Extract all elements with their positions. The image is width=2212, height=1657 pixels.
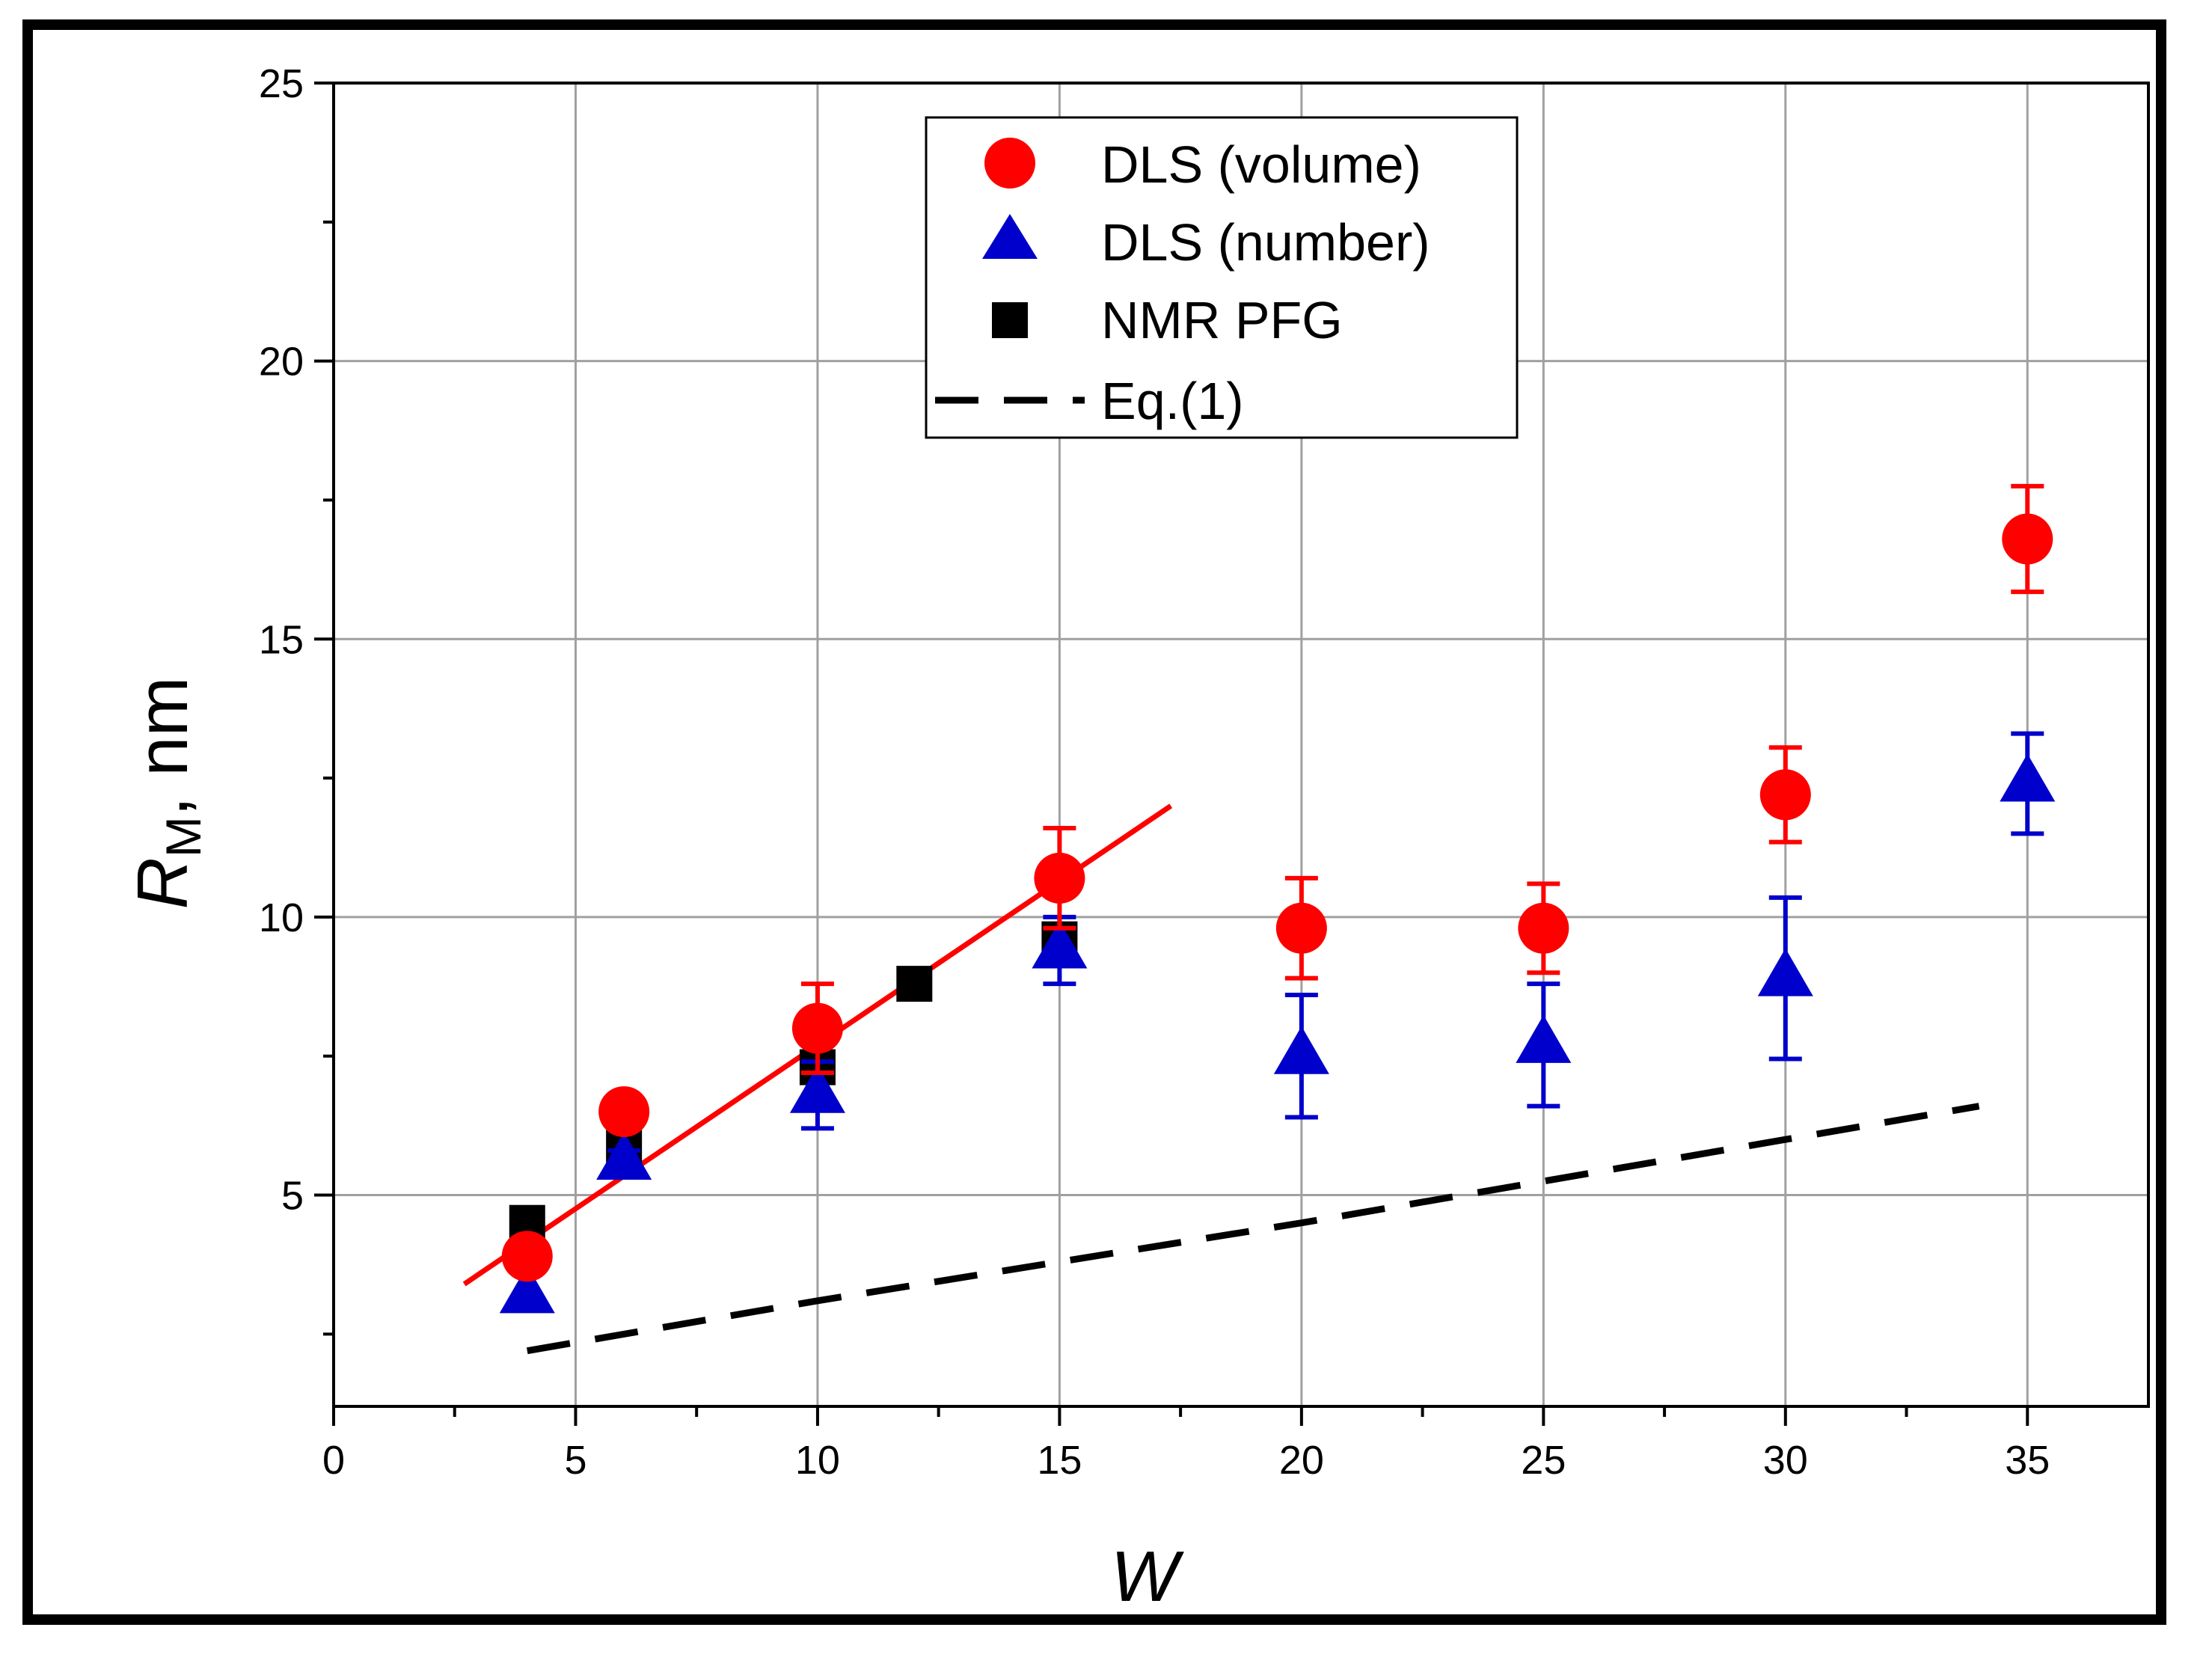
figure-frame (22, 19, 2166, 1625)
eq1-line (527, 1103, 1980, 1355)
dls-number-point (1757, 948, 1813, 996)
legend-label-nmr-pfg: NMR PFG (1101, 291, 1343, 349)
dls-volume-point (1034, 852, 1085, 904)
x-tick-label: 20 (1279, 1438, 1324, 1483)
plot-area (332, 82, 2150, 1408)
legend: DLS (volume) DLS (number) NMR PFG Eq.(1) (925, 116, 1519, 439)
axis-ticks (314, 82, 2029, 1426)
y-axis-title-sub: M (156, 816, 211, 857)
y-axis-title-unit: , nm (123, 676, 203, 816)
dls-number-point (1273, 1026, 1329, 1074)
legend-label-dls-number: DLS (number) (1101, 213, 1430, 272)
eq1-dashed-line (527, 1103, 1980, 1355)
y-tick-label: 15 (259, 617, 304, 662)
dls-number-point (2000, 753, 2056, 802)
grid-lines (334, 83, 2148, 1406)
y-tick-label: 10 (259, 895, 304, 940)
x-tick-label: 10 (795, 1438, 840, 1483)
dls-volume-point (1518, 902, 1569, 954)
dls-number-point (596, 1131, 652, 1180)
x-tick-label: 0 (322, 1438, 345, 1483)
x-tick-label: 35 (2005, 1438, 2050, 1483)
y-tick-label: 5 (281, 1174, 304, 1219)
dls-number-point (789, 1065, 845, 1113)
x-axis-title: W (1111, 1537, 1185, 1617)
y-axis-title: RM, nm (123, 676, 211, 909)
x-tick-label: 5 (564, 1438, 586, 1483)
dls-volume-point (598, 1086, 650, 1138)
legend-marker-dls-volume (984, 138, 1035, 189)
nmr-pfg-point (896, 966, 933, 1002)
x-tick-label: 30 (1763, 1438, 1808, 1483)
dls-number-point (1032, 920, 1088, 969)
x-tick-labels: 0 5 10 15 20 25 30 35 (322, 1438, 2050, 1483)
dls-number-point (1516, 1014, 1572, 1063)
legend-marker-nmr-pfg (992, 302, 1028, 338)
legend-label-eq1: Eq.(1) (1101, 372, 1244, 430)
dls-volume-point (1275, 902, 1327, 954)
x-tick-label: 25 (1521, 1438, 1566, 1483)
y-tick-labels: 5 10 15 20 25 (259, 61, 304, 1219)
y-tick-label: 25 (259, 61, 304, 106)
x-tick-label: 15 (1037, 1438, 1082, 1483)
dls-volume-point (791, 1002, 843, 1054)
dls-volume-point (2002, 513, 2053, 565)
dls-number-point (499, 1265, 555, 1314)
dls-volume-point (1759, 769, 1811, 821)
y-tick-label: 20 (259, 340, 304, 385)
legend-label-dls-volume: DLS (volume) (1101, 135, 1421, 194)
legend-marker-dls-number (982, 214, 1038, 259)
dls-volume-point (501, 1231, 553, 1282)
y-axis-title-main: R (123, 857, 203, 909)
data-points (499, 483, 2056, 1314)
